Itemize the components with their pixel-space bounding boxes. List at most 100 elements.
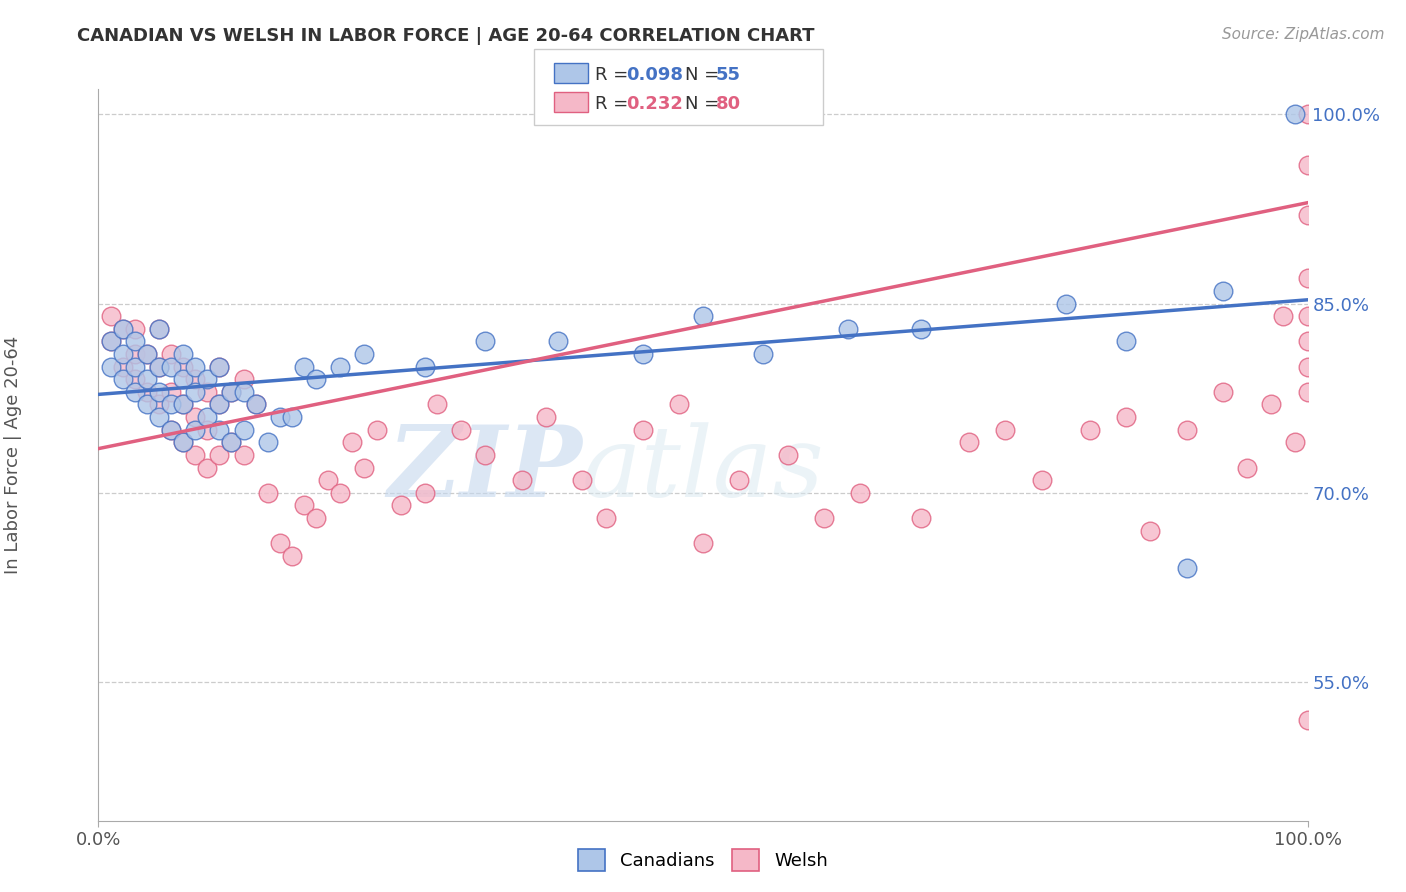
Canadians	[232, 423, 254, 437]
Welsh	[692, 536, 714, 550]
Welsh	[389, 499, 412, 513]
Welsh	[148, 397, 170, 411]
Canadians	[692, 309, 714, 323]
Welsh	[426, 397, 449, 411]
Welsh	[100, 309, 122, 323]
Text: Source: ZipAtlas.com: Source: ZipAtlas.com	[1222, 27, 1385, 42]
Welsh	[1296, 208, 1319, 222]
Canadians	[413, 359, 436, 374]
Canadians	[172, 372, 194, 386]
Text: ZIP: ZIP	[387, 421, 582, 517]
Welsh	[1115, 410, 1137, 425]
Canadians	[256, 435, 278, 450]
Canadians	[1054, 296, 1077, 310]
Canadians	[100, 334, 122, 349]
Text: atlas: atlas	[582, 422, 825, 517]
Canadians	[160, 423, 183, 437]
Canadians	[111, 347, 134, 361]
Text: 55: 55	[716, 66, 741, 84]
Canadians	[221, 384, 243, 399]
Canadians	[474, 334, 496, 349]
Welsh	[160, 347, 183, 361]
Canadians	[292, 359, 315, 374]
Canadians	[837, 322, 859, 336]
Welsh	[571, 473, 593, 487]
Welsh	[316, 473, 339, 487]
Welsh	[208, 448, 231, 462]
Y-axis label: In Labor Force | Age 20-64: In Labor Force | Age 20-64	[4, 335, 22, 574]
Welsh	[1260, 397, 1282, 411]
Welsh	[111, 359, 134, 374]
Welsh	[208, 397, 231, 411]
Welsh	[269, 536, 291, 550]
Welsh	[1296, 359, 1319, 374]
Welsh	[172, 397, 194, 411]
Welsh	[1296, 334, 1319, 349]
Welsh	[413, 485, 436, 500]
Welsh	[1296, 384, 1319, 399]
Canadians	[221, 435, 243, 450]
Welsh	[450, 423, 472, 437]
Welsh	[957, 435, 980, 450]
Welsh	[148, 322, 170, 336]
Welsh	[292, 499, 315, 513]
Welsh	[184, 448, 207, 462]
Canadians	[305, 372, 328, 386]
Welsh	[135, 384, 157, 399]
Welsh	[728, 473, 751, 487]
Canadians	[1212, 284, 1234, 298]
Welsh	[366, 423, 388, 437]
Welsh	[534, 410, 557, 425]
Canadians	[160, 359, 183, 374]
Welsh	[184, 410, 207, 425]
Welsh	[160, 384, 183, 399]
Canadians	[353, 347, 375, 361]
Canadians	[631, 347, 654, 361]
Canadians	[111, 372, 134, 386]
Welsh	[1175, 423, 1198, 437]
Welsh	[124, 347, 146, 361]
Canadians	[135, 347, 157, 361]
Canadians	[208, 359, 231, 374]
Canadians	[124, 359, 146, 374]
Welsh	[245, 397, 267, 411]
Canadians	[232, 384, 254, 399]
Canadians	[184, 423, 207, 437]
Canadians	[245, 397, 267, 411]
Text: R =: R =	[595, 95, 634, 112]
Welsh	[221, 435, 243, 450]
Canadians	[111, 322, 134, 336]
Welsh	[910, 511, 932, 525]
Canadians	[172, 435, 194, 450]
Canadians	[124, 384, 146, 399]
Welsh	[305, 511, 328, 525]
Welsh	[1296, 271, 1319, 285]
Canadians	[148, 410, 170, 425]
Text: 0.098: 0.098	[626, 66, 683, 84]
Canadians	[172, 397, 194, 411]
Welsh	[100, 334, 122, 349]
Canadians	[160, 397, 183, 411]
Welsh	[813, 511, 835, 525]
Canadians	[208, 423, 231, 437]
Welsh	[111, 322, 134, 336]
Welsh	[124, 322, 146, 336]
Canadians	[281, 410, 304, 425]
Text: N =: N =	[685, 66, 724, 84]
Canadians	[195, 372, 218, 386]
Welsh	[1078, 423, 1101, 437]
Welsh	[232, 448, 254, 462]
Welsh	[1236, 460, 1258, 475]
Welsh	[994, 423, 1017, 437]
Welsh	[1296, 309, 1319, 323]
Canadians	[1115, 334, 1137, 349]
Canadians	[172, 347, 194, 361]
Canadians	[910, 322, 932, 336]
Welsh	[1296, 713, 1319, 727]
Welsh	[1284, 435, 1306, 450]
Welsh	[208, 359, 231, 374]
Welsh	[342, 435, 364, 450]
Canadians	[752, 347, 775, 361]
Canadians	[269, 410, 291, 425]
Canadians	[135, 397, 157, 411]
